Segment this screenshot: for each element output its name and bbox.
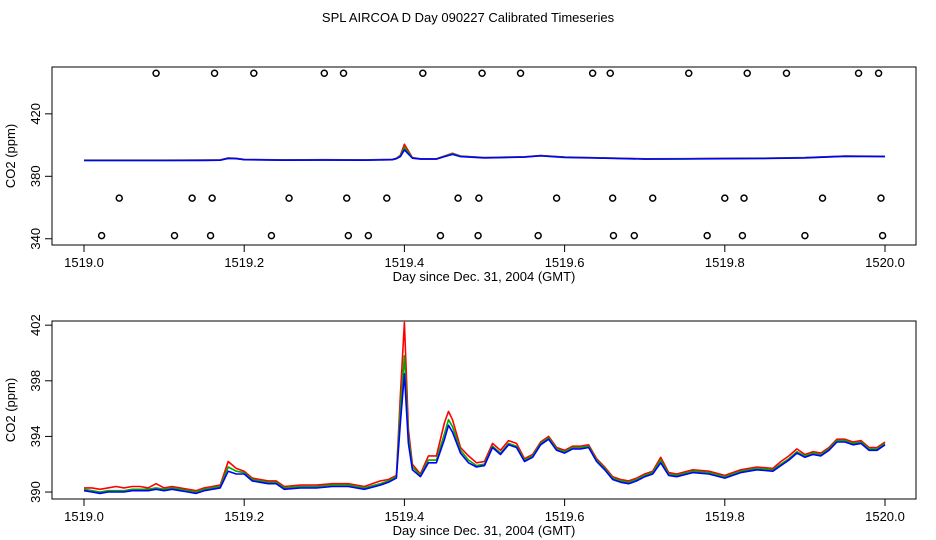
data-point xyxy=(878,231,887,240)
data-point xyxy=(801,231,809,240)
y-tick-label: 402 xyxy=(28,314,43,336)
y-tick-label: 340 xyxy=(28,228,43,250)
data-point xyxy=(206,231,215,240)
point-markers xyxy=(97,69,887,240)
data-point xyxy=(738,231,747,240)
data-point xyxy=(877,194,885,202)
data-point xyxy=(608,194,617,202)
data-point xyxy=(339,69,348,77)
x-tick-label: 1520.0 xyxy=(865,255,905,270)
plot-frame xyxy=(51,66,917,246)
x-tick-label: 1519.0 xyxy=(64,255,104,270)
series-line-blue xyxy=(83,372,886,495)
x-tick-label: 1519.8 xyxy=(705,509,745,524)
x-tick-label: 1519.6 xyxy=(545,509,585,524)
data-point xyxy=(250,69,258,77)
data-point xyxy=(588,69,597,77)
data-point xyxy=(685,69,693,77)
x-axis-label: Day since Dec. 31, 2004 (GMT) xyxy=(393,523,576,538)
series-line-red xyxy=(84,321,886,492)
data-point xyxy=(97,231,106,240)
data-point xyxy=(782,69,791,77)
data-point xyxy=(874,69,883,77)
y-tick-label: 420 xyxy=(28,103,43,125)
data-point xyxy=(210,69,219,77)
series-lines xyxy=(83,321,886,495)
x-tick-label: 1519.2 xyxy=(224,255,264,270)
x-tick-label: 1520.0 xyxy=(865,509,905,524)
x-tick-label: 1519.8 xyxy=(705,255,745,270)
page-title: SPL AIRCOA D Day 090227 Calibrated Times… xyxy=(322,10,615,25)
data-point xyxy=(606,69,615,77)
x-tick-label: 1519.4 xyxy=(385,255,425,270)
data-point xyxy=(267,231,276,240)
y-tick-label: 398 xyxy=(28,370,43,392)
x-axis-label: Day since Dec. 31, 2004 (GMT) xyxy=(393,269,576,284)
data-point xyxy=(743,69,751,77)
data-point xyxy=(478,69,486,77)
x-axis: 1519.0 1519.2 1519.4 1519.6 1519.8 1520.0 xyxy=(64,244,905,270)
data-point xyxy=(818,194,827,202)
data-point xyxy=(344,231,353,240)
data-point xyxy=(383,194,391,202)
data-point xyxy=(419,69,427,77)
data-point xyxy=(285,194,293,202)
data-point xyxy=(320,69,329,77)
data-point xyxy=(552,194,561,202)
data-point xyxy=(630,231,639,240)
data-point xyxy=(364,231,373,240)
series-line-green xyxy=(83,354,886,493)
data-point xyxy=(534,231,542,240)
y-tick-label: 394 xyxy=(28,426,43,448)
y-axis: 390 394 398 402 xyxy=(28,314,53,503)
series-lines xyxy=(84,143,886,162)
data-point xyxy=(516,69,525,77)
x-tick-label: 1519.4 xyxy=(385,509,425,524)
data-point xyxy=(475,194,483,202)
data-point xyxy=(648,194,657,202)
y-axis-label: CO2 (ppm) xyxy=(3,124,18,188)
data-point xyxy=(854,69,863,77)
data-point xyxy=(474,231,482,240)
data-point xyxy=(170,231,179,240)
x-axis: 1519.0 1519.2 1519.4 1519.6 1519.8 1520.0 xyxy=(64,498,905,524)
data-point xyxy=(115,194,123,202)
data-point xyxy=(609,231,618,240)
data-point xyxy=(740,194,748,202)
y-tick-label: 390 xyxy=(28,481,43,503)
chart-bottom: 1519.0 1519.2 1519.4 1519.6 1519.8 1520.0 390… xyxy=(3,314,917,538)
series-line-blue xyxy=(84,149,886,162)
y-axis: 340 380 420 xyxy=(28,103,53,250)
y-tick-label: 380 xyxy=(28,165,43,187)
y-axis-label: CO2 (ppm) xyxy=(3,378,18,442)
chart-top: 1519.0 1519.2 1519.4 1519.6 1519.8 1520.0 340… xyxy=(3,66,917,284)
data-point xyxy=(454,194,462,202)
data-point xyxy=(152,69,160,77)
data-point xyxy=(208,194,216,202)
data-point xyxy=(188,194,196,202)
x-tick-label: 1519.0 xyxy=(64,509,104,524)
data-point xyxy=(436,231,445,240)
data-point xyxy=(342,194,351,202)
data-point xyxy=(721,194,729,202)
x-tick-label: 1519.2 xyxy=(224,509,264,524)
x-tick-label: 1519.6 xyxy=(545,255,585,270)
data-point xyxy=(703,231,711,240)
plot-frame xyxy=(51,320,917,500)
